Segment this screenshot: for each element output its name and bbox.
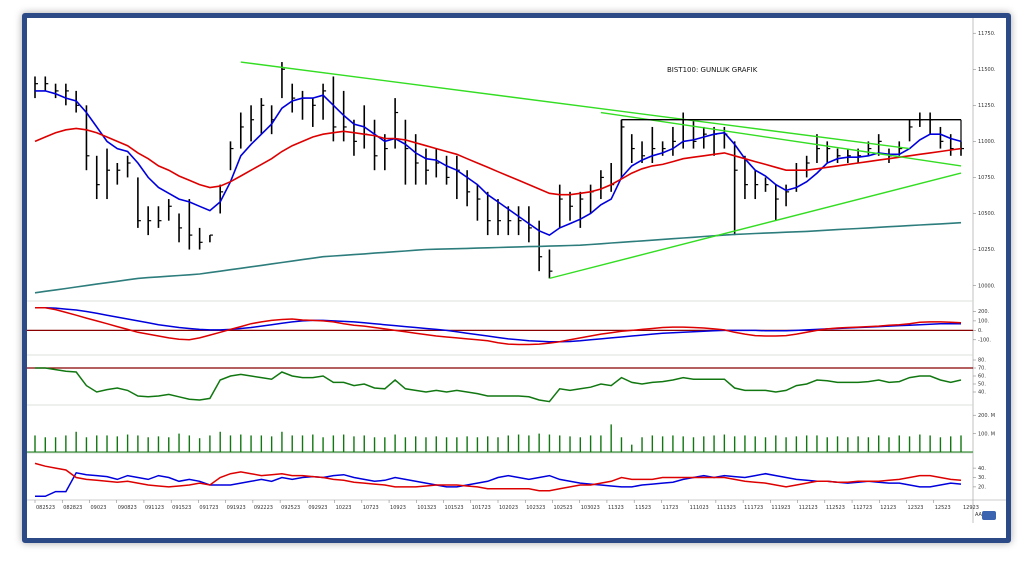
chart-canvas: BIST100: GUNLUK GRAFIK 11750. 11500. 11250…	[27, 18, 1006, 523]
x-tick-label: 111923	[771, 505, 790, 511]
x-tick-label: 11523	[635, 505, 651, 511]
y-tick-label: 0.	[978, 328, 983, 334]
trend-line	[600, 111, 962, 167]
x-tick-label: 091523	[172, 505, 191, 511]
x-tick-label: 112523	[826, 505, 845, 511]
x-tick-label: 101723	[472, 505, 491, 511]
x-tick-label: 112723	[853, 505, 872, 511]
x-tick-label: 102523	[553, 505, 572, 511]
y-tick-label: 11250.	[978, 103, 996, 109]
trend-line	[549, 172, 962, 280]
corner-label: AAA	[975, 512, 986, 518]
ma-fast-line	[35, 90, 962, 237]
x-tick-label: 09023	[90, 505, 106, 511]
x-tick-label: 103023	[581, 505, 600, 511]
y-tick-label: 11500.	[978, 67, 996, 73]
y-tick-label: 200.	[978, 309, 990, 315]
y-tick-label: 10500.	[978, 211, 996, 217]
x-tick-label: 112123	[799, 505, 818, 511]
x-tick-label: 091923	[227, 505, 246, 511]
x-tick-label: 111723	[744, 505, 763, 511]
x-tick-label: 12123	[880, 505, 896, 511]
trend-line	[240, 61, 910, 150]
y-tick-label: 50.	[978, 382, 986, 388]
x-tick-label: 101323	[417, 505, 436, 511]
x-tick-label: 092523	[281, 505, 300, 511]
x-tick-label: 082523	[36, 505, 55, 511]
dmi-minus-line	[34, 462, 962, 492]
x-tick-label: 12323	[908, 505, 924, 511]
y-tick-label: 100. M	[978, 431, 995, 437]
x-tick-label: 092923	[308, 505, 327, 511]
oscillator-signal-line	[35, 306, 961, 343]
y-tick-label: 70.	[978, 366, 986, 372]
y-tick-label: 30.	[978, 475, 986, 481]
y-tick-label: 20.	[978, 485, 986, 491]
x-tick-label: 091723	[199, 505, 218, 511]
chart-title: BIST100: GUNLUK GRAFIK	[667, 66, 758, 74]
y-tick-label: 40.	[978, 390, 986, 396]
y-tick-label: 11000.	[978, 139, 996, 145]
x-tick-label: 111323	[717, 505, 736, 511]
x-tick-label: 11323	[608, 505, 624, 511]
x-tick-label: 090823	[118, 505, 137, 511]
y-tick-label: 10000.	[978, 283, 996, 289]
dmi-plus-line	[35, 471, 962, 498]
x-tick-label: 092223	[254, 505, 273, 511]
x-tick-label: 102323	[526, 505, 545, 511]
ma-mid-line	[34, 127, 962, 196]
x-tick-label: 111023	[690, 505, 709, 511]
y-tick-label: -100.	[978, 338, 991, 344]
x-tick-label: 102023	[499, 505, 518, 511]
ma-long-line	[34, 221, 962, 294]
y-tick-label: 10250.	[978, 247, 996, 253]
x-tick-label: 10723	[363, 505, 379, 511]
y-tick-label: 200. M	[978, 413, 995, 419]
y-tick-label: 100.	[978, 319, 990, 325]
x-tick-label: 101523	[445, 505, 464, 511]
scroll-icon	[982, 511, 996, 520]
x-tick-label: 091123	[145, 505, 164, 511]
chart-frame: BIST100: GUNLUK GRAFIK 11750. 11500. 11250…	[22, 13, 1011, 543]
y-tick-label: 40.	[978, 466, 986, 472]
rsi-line	[35, 367, 962, 403]
x-tick-label: 11723	[662, 505, 678, 511]
x-tick-label-last: 12923	[963, 505, 979, 511]
x-tick-label: 10223	[336, 505, 352, 511]
price-panel: BIST100: GUNLUK GRAFIK	[667, 66, 758, 74]
oscillator-main-line	[35, 306, 962, 346]
y-tick-label: 10750.	[978, 175, 996, 181]
x-tick-label: 12523	[935, 505, 951, 511]
y-tick-label: 11750.	[978, 31, 996, 37]
x-tick-label: 082823	[63, 505, 82, 511]
x-tick-label: 10923	[390, 505, 406, 511]
y-tick-label: 80.	[978, 358, 986, 364]
y-tick-label: 60.	[978, 374, 986, 380]
